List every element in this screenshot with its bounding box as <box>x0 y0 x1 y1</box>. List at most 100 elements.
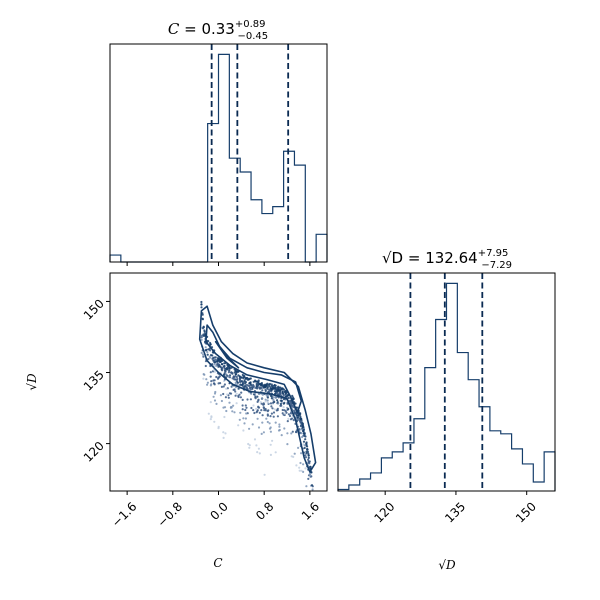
density-point <box>269 430 272 433</box>
density-point <box>264 398 267 401</box>
density-point <box>239 377 242 380</box>
density-point <box>237 394 240 398</box>
density-point <box>293 452 296 455</box>
density-point <box>256 410 259 413</box>
density-point <box>295 464 298 467</box>
density-point <box>227 371 230 374</box>
density-point <box>272 411 276 414</box>
density-point <box>247 384 250 387</box>
density-point <box>222 431 225 434</box>
density-point <box>266 420 269 424</box>
density-point <box>280 434 283 437</box>
density-point <box>239 396 242 399</box>
density-point <box>261 389 264 392</box>
y-axis-label-sqrtd: √D <box>25 373 39 391</box>
density-point <box>224 373 227 376</box>
density-point <box>223 415 226 419</box>
density-point <box>246 387 249 390</box>
density-point <box>229 371 233 374</box>
histogram-sqrtd-title: √D = 132.64+7.95 −7.29 <box>382 248 512 271</box>
density-point <box>284 392 287 395</box>
density-point <box>284 390 287 393</box>
density-point <box>280 399 283 402</box>
density-point <box>270 385 273 388</box>
density-point <box>248 386 252 389</box>
density-point <box>278 425 281 428</box>
density-point <box>235 371 238 374</box>
density-point <box>305 452 308 455</box>
density-point <box>259 401 262 404</box>
density-point <box>244 417 247 420</box>
density-point <box>307 461 311 464</box>
density-point <box>257 379 260 382</box>
density-point <box>203 329 206 332</box>
density-point <box>213 382 216 385</box>
density-point <box>220 366 223 369</box>
density-point <box>250 392 253 395</box>
density-point <box>268 422 271 425</box>
density-point <box>269 426 272 429</box>
density-point <box>240 391 243 394</box>
density-point <box>281 390 284 393</box>
joint-density <box>200 300 314 491</box>
density-point <box>273 390 276 393</box>
density-point <box>200 336 203 339</box>
density-point <box>272 415 275 418</box>
density-point <box>243 386 246 389</box>
density-point <box>274 386 277 389</box>
density-point <box>202 373 205 376</box>
density-point <box>246 398 249 401</box>
density-point <box>257 399 260 402</box>
density-point <box>213 420 216 423</box>
density-point <box>206 353 209 356</box>
density-point <box>242 417 245 420</box>
density-point <box>265 393 268 396</box>
density-point <box>231 410 234 413</box>
density-point <box>222 373 226 376</box>
histogram-sqrtd-panel: √D = 132.64+7.95 −7.29 120 135 150 √D <box>337 248 556 572</box>
density-point <box>257 447 260 450</box>
density-point <box>205 348 208 351</box>
density-point <box>217 382 220 385</box>
density-point <box>210 380 213 383</box>
density-point <box>254 386 257 389</box>
density-point <box>268 382 272 386</box>
density-point <box>305 443 308 446</box>
density-point <box>300 469 303 472</box>
density-point <box>251 384 254 388</box>
density-point <box>208 355 211 358</box>
density-point <box>219 360 222 363</box>
density-point <box>310 484 314 487</box>
density-point <box>266 386 269 389</box>
density-point <box>217 363 220 366</box>
density-point <box>270 395 273 398</box>
density-point <box>234 373 237 376</box>
density-point <box>234 369 237 372</box>
density-point <box>236 381 240 384</box>
density-point <box>300 419 303 422</box>
density-point <box>244 404 247 407</box>
density-point <box>261 397 264 400</box>
density-point <box>267 409 270 412</box>
density-point <box>214 390 217 394</box>
density-point <box>260 432 263 435</box>
density-point <box>255 382 258 386</box>
density-point <box>300 432 303 435</box>
density-point <box>255 407 258 410</box>
density-point <box>217 376 220 379</box>
x-axis-label-sqrtd: √D <box>438 558 456 572</box>
density-point <box>299 425 302 428</box>
histogram-c-step-line <box>109 53 328 263</box>
density-point <box>233 378 236 381</box>
density-point <box>206 351 209 354</box>
density-point <box>225 387 228 390</box>
density-point <box>201 353 205 356</box>
density-point <box>287 417 290 420</box>
density-point <box>220 368 223 371</box>
density-point <box>305 485 308 488</box>
density-point <box>274 396 277 399</box>
density-point <box>304 467 307 470</box>
density-point <box>204 346 207 349</box>
density-point <box>238 375 241 378</box>
